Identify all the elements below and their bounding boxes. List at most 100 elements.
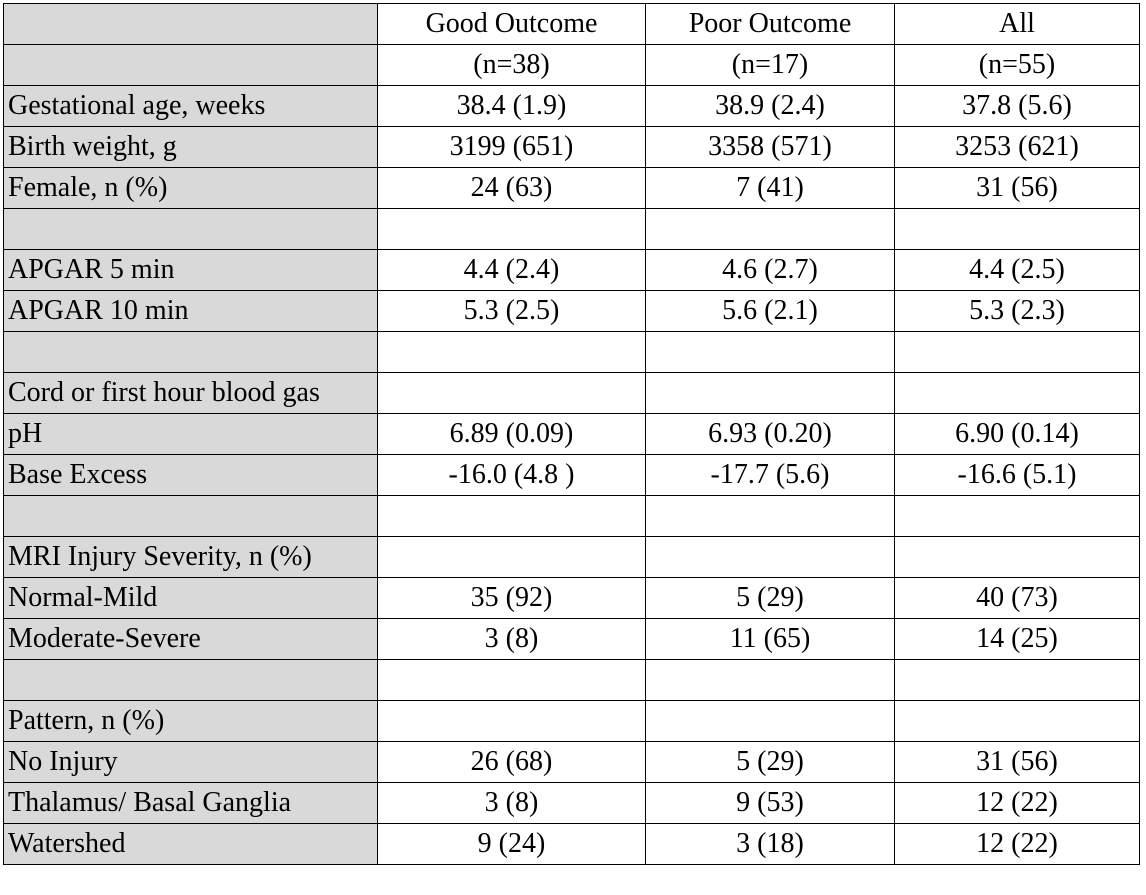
table-row: Watershed 9 (24) 3 (18) 12 (22): [3, 823, 1140, 865]
row-value-cell: 4.6 (2.7): [645, 249, 895, 291]
row-value-cell: [894, 659, 1140, 701]
row-value-cell: 40 (73): [894, 577, 1140, 619]
row-label: Normal-Mild: [3, 577, 378, 619]
column-header-all: All: [894, 3, 1140, 45]
row-label: Pattern, n (%): [3, 700, 378, 742]
row-value-cell: 26 (68): [377, 741, 646, 783]
row-value-cell: 9 (53): [645, 782, 895, 824]
row-value-cell: 3 (8): [377, 782, 646, 824]
table-row: [3, 331, 1140, 373]
table-row: Base Excess -16.0 (4.8 ) -17.7 (5.6) -16.6 …: [3, 454, 1140, 496]
row-label: Cord or first hour blood gas: [3, 372, 378, 414]
row-label: Thalamus/ Basal Ganglia: [3, 782, 378, 824]
row-value-cell: 5 (29): [645, 741, 895, 783]
row-value-cell: [377, 331, 646, 373]
row-label: pH: [3, 413, 378, 455]
row-value-cell: -16.6 (5.1): [894, 454, 1140, 496]
row-value-cell: 35 (92): [377, 577, 646, 619]
row-value-cell: 6.89 (0.09): [377, 413, 646, 455]
row-value-cell: 5 (29): [645, 577, 895, 619]
outcome-table: Good Outcome Poor Outcome All (n=38) (n=…: [3, 3, 1140, 865]
row-value-cell: 3 (8): [377, 618, 646, 660]
row-label: Female, n (%): [3, 167, 378, 209]
table-row: Female, n (%) 24 (63) 7 (41) 31 (56): [3, 167, 1140, 209]
table-row: APGAR 5 min 4.4 (2.4) 4.6 (2.7) 4.4 (2.5): [3, 249, 1140, 291]
row-value-cell: [377, 372, 646, 414]
row-label: Base Excess: [3, 454, 378, 496]
row-label: [3, 659, 378, 701]
table-body: Good Outcome Poor Outcome All (n=38) (n=…: [3, 3, 1140, 865]
table-row: Normal-Mild 35 (92) 5 (29) 40 (73): [3, 577, 1140, 619]
header-n-corner-cell: [3, 44, 378, 86]
column-header-good-outcome: Good Outcome: [377, 3, 646, 45]
table-row: APGAR 10 min 5.3 (2.5) 5.6 (2.1) 5.3 (2.3): [3, 290, 1140, 332]
row-label: [3, 495, 378, 537]
row-value-cell: [645, 495, 895, 537]
row-value-cell: [645, 536, 895, 578]
row-value-cell: 38.4 (1.9): [377, 85, 646, 127]
row-value-cell: [377, 659, 646, 701]
row-value-cell: [377, 536, 646, 578]
row-label: [3, 208, 378, 250]
row-label: Watershed: [3, 823, 378, 865]
row-value-cell: [377, 495, 646, 537]
row-value-cell: 3 (18): [645, 823, 895, 865]
row-value-cell: 3199 (651): [377, 126, 646, 168]
row-value-cell: [894, 495, 1140, 537]
row-value-cell: [645, 372, 895, 414]
table-row: Cord or first hour blood gas: [3, 372, 1140, 414]
column-header-poor-outcome: Poor Outcome: [645, 3, 895, 45]
row-label: [3, 331, 378, 373]
table-row: Gestational age, weeks 38.4 (1.9) 38.9 (2.…: [3, 85, 1140, 127]
table-row: [3, 208, 1140, 250]
table-row: pH 6.89 (0.09) 6.93 (0.20) 6.90 (0.14): [3, 413, 1140, 455]
header-row: Good Outcome Poor Outcome All: [3, 3, 1140, 45]
row-value-cell: 31 (56): [894, 167, 1140, 209]
row-value-cell: [645, 208, 895, 250]
table-row: Pattern, n (%): [3, 700, 1140, 742]
row-value-cell: 12 (22): [894, 823, 1140, 865]
table-row: No Injury 26 (68) 5 (29) 31 (56): [3, 741, 1140, 783]
row-label: MRI Injury Severity, n (%): [3, 536, 378, 578]
header-n-row: (n=38) (n=17) (n=55): [3, 44, 1140, 86]
table-row: Birth weight, g 3199 (651) 3358 (571) 3253 …: [3, 126, 1140, 168]
row-value-cell: 5.3 (2.5): [377, 290, 646, 332]
row-value-cell: 4.4 (2.4): [377, 249, 646, 291]
row-value-cell: -17.7 (5.6): [645, 454, 895, 496]
row-value-cell: 38.9 (2.4): [645, 85, 895, 127]
row-value-cell: [645, 331, 895, 373]
row-value-cell: 12 (22): [894, 782, 1140, 824]
row-value-cell: 24 (63): [377, 167, 646, 209]
row-label: Birth weight, g: [3, 126, 378, 168]
row-label: Gestational age, weeks: [3, 85, 378, 127]
row-value-cell: 5.3 (2.3): [894, 290, 1140, 332]
row-value-cell: 6.90 (0.14): [894, 413, 1140, 455]
row-value-cell: [894, 331, 1140, 373]
row-value-cell: [377, 700, 646, 742]
row-value-cell: [645, 700, 895, 742]
row-value-cell: [645, 659, 895, 701]
row-value-cell: 7 (41): [645, 167, 895, 209]
row-value-cell: 9 (24): [377, 823, 646, 865]
row-value-cell: 11 (65): [645, 618, 895, 660]
row-label: No Injury: [3, 741, 378, 783]
table-row: [3, 659, 1140, 701]
row-value-cell: 4.4 (2.5): [894, 249, 1140, 291]
row-value-cell: [894, 536, 1140, 578]
row-value-cell: 3253 (621): [894, 126, 1140, 168]
row-label: Moderate-Severe: [3, 618, 378, 660]
row-value-cell: 3358 (571): [645, 126, 895, 168]
row-value-cell: 37.8 (5.6): [894, 85, 1140, 127]
row-value-cell: [894, 372, 1140, 414]
row-label: APGAR 10 min: [3, 290, 378, 332]
table-row: [3, 495, 1140, 537]
column-n-all: (n=55): [894, 44, 1140, 86]
row-value-cell: 5.6 (2.1): [645, 290, 895, 332]
row-label: APGAR 5 min: [3, 249, 378, 291]
row-value-cell: 14 (25): [894, 618, 1140, 660]
column-n-good-outcome: (n=38): [377, 44, 646, 86]
row-value-cell: [377, 208, 646, 250]
column-n-poor-outcome: (n=17): [645, 44, 895, 86]
header-corner-cell: [3, 3, 378, 45]
table-row: Thalamus/ Basal Ganglia 3 (8) 9 (53) 12 (22…: [3, 782, 1140, 824]
